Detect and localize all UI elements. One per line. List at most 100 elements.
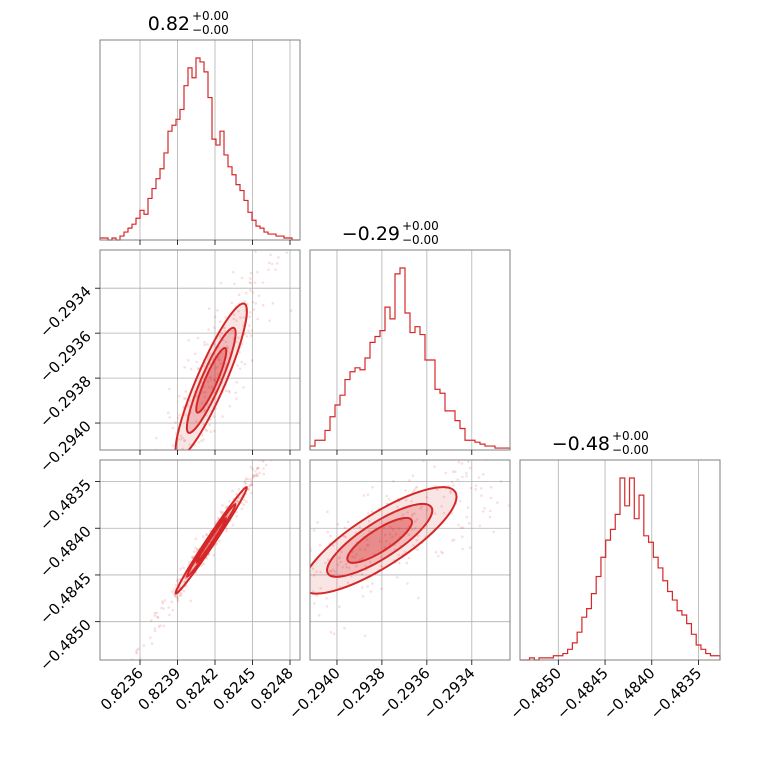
sample-point (412, 544, 415, 547)
sample-point (337, 557, 341, 560)
sample-point (186, 404, 190, 408)
sample-point (196, 454, 199, 457)
sample-point (218, 586, 221, 589)
sample-point (242, 386, 245, 389)
sample-point (419, 507, 422, 510)
sample-point (200, 564, 204, 567)
sample-point (282, 561, 285, 564)
sample-point (280, 594, 283, 597)
sample-point (193, 352, 197, 356)
sample-point (361, 595, 365, 598)
sample-point (410, 528, 414, 532)
sample-point (249, 289, 252, 292)
sample-point (159, 624, 162, 627)
sample-point (256, 474, 259, 478)
sample-point (360, 572, 364, 576)
sample-point (182, 397, 186, 400)
sample-point (460, 462, 464, 465)
sample-point (205, 533, 209, 537)
sample-point (235, 515, 238, 518)
sample-point (261, 281, 265, 284)
sample-point (391, 528, 395, 531)
sample-point (290, 309, 293, 312)
sample-point (333, 570, 337, 574)
sample-point (170, 590, 174, 594)
sample-point (250, 483, 254, 486)
sample-point (457, 460, 461, 464)
sample-point (167, 606, 170, 609)
sample-point (270, 569, 273, 572)
title-err-plus: +0.00 (192, 9, 229, 23)
sample-point (260, 665, 263, 668)
sample-point (231, 329, 234, 333)
sample-point (262, 460, 265, 463)
sample-point (174, 421, 177, 424)
sample-point (249, 334, 253, 337)
sample-point (291, 583, 294, 586)
sample-point (191, 555, 194, 559)
sample-point (512, 462, 515, 465)
sample-point (295, 570, 298, 573)
sample-point (461, 535, 464, 539)
sample-point (183, 439, 186, 443)
sample-point (407, 533, 411, 537)
sample-point (228, 404, 232, 408)
sample-point (176, 596, 179, 600)
sample-point (263, 247, 266, 250)
sample-point (361, 586, 364, 589)
sample-point (325, 605, 329, 608)
sample-point (219, 362, 223, 365)
sample-point (173, 594, 177, 598)
sample-point (328, 569, 332, 573)
sample-point (307, 257, 310, 260)
sample-point (248, 277, 252, 280)
sample-point (198, 465, 201, 468)
sample-point (212, 415, 216, 418)
sample-point (213, 315, 217, 319)
sample-point (363, 634, 367, 637)
sample-point (420, 505, 423, 508)
sample-point (247, 484, 251, 488)
sample-point (384, 539, 388, 543)
sample-point (405, 561, 409, 565)
sample-point (331, 543, 335, 547)
sample-point (243, 300, 247, 303)
histogram-0 (99, 57, 300, 241)
sample-point (173, 564, 176, 567)
sample-point (467, 460, 470, 464)
panel-title: −0.48 +0.00−0.00 (552, 429, 649, 457)
sample-point (507, 403, 510, 406)
sample-point (254, 250, 257, 253)
sample-point (396, 576, 399, 579)
sample-point (245, 500, 248, 504)
sample-point (277, 256, 280, 259)
sample-point (341, 565, 345, 569)
sample-point (256, 270, 259, 274)
sample-point (358, 558, 362, 561)
sample-point (336, 563, 340, 567)
sample-point (379, 555, 383, 559)
gridlines (100, 460, 300, 660)
sample-point (146, 464, 149, 467)
sample-point (315, 570, 318, 574)
sample-point (197, 441, 201, 444)
sample-point (237, 336, 240, 340)
sample-point (201, 390, 205, 394)
sample-point (232, 667, 235, 670)
sample-point (221, 415, 224, 418)
sample-point (465, 515, 469, 519)
sample-point (211, 451, 214, 454)
contour-level (310, 486, 458, 595)
sample-point (346, 581, 350, 584)
sample-point (251, 300, 255, 304)
sample-point (411, 474, 415, 477)
sample-point (160, 606, 163, 610)
sample-point (219, 336, 222, 339)
sample-point (486, 416, 489, 419)
sample-point (194, 537, 197, 541)
sample-point (156, 616, 160, 619)
sample-point (161, 535, 164, 538)
sample-point (218, 539, 221, 543)
sample-point (283, 179, 286, 182)
sample-point (267, 443, 270, 446)
